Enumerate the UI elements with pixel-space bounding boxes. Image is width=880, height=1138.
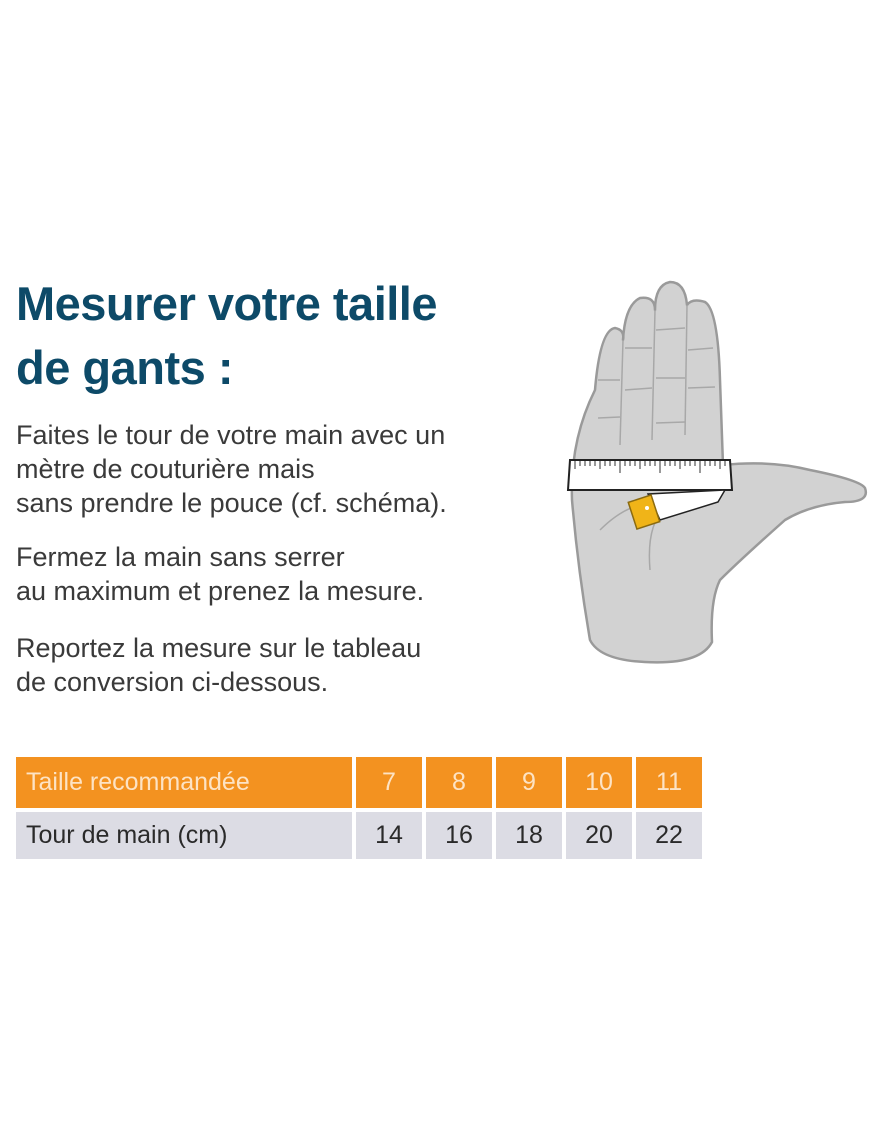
table-header-row: Taille recommandée 7 8 9 10 11	[16, 757, 702, 808]
text-line: sans prendre le pouce (cf. schéma).	[16, 488, 447, 518]
instruction-paragraph-3: Reportez la mesure sur le tableau de con…	[16, 631, 421, 699]
measure-cell: 16	[426, 812, 492, 859]
text-line: mètre de couturière mais	[16, 454, 315, 484]
measure-cell: 18	[496, 812, 562, 859]
title-line-2: de gants :	[16, 341, 233, 394]
instruction-paragraph-1: Faites le tour de votre main avec un mèt…	[16, 418, 447, 520]
measuring-tape-icon	[566, 459, 734, 530]
size-cell: 7	[356, 757, 422, 808]
header-label: Taille recommandée	[16, 757, 352, 808]
text-line: Faites le tour de votre main avec un	[16, 420, 446, 450]
measure-cell: 20	[566, 812, 632, 859]
text-line: au maximum et prenez la mesure.	[16, 576, 425, 606]
hand-measuring-illustration	[566, 280, 868, 664]
size-cell: 11	[636, 757, 702, 808]
finger-lines-icon	[597, 304, 716, 571]
page-title: Mesurer votre taille de gants :	[16, 272, 438, 400]
size-conversion-table: Taille recommandée 7 8 9 10 11 Tour de m…	[12, 753, 706, 863]
text-line: Fermez la main sans serrer	[16, 542, 345, 572]
size-cell: 10	[566, 757, 632, 808]
instruction-paragraph-2: Fermez la main sans serrer au maximum et…	[16, 540, 424, 608]
row-label: Tour de main (cm)	[16, 812, 352, 859]
measure-cell: 14	[356, 812, 422, 859]
table-row: Tour de main (cm) 14 16 18 20 22	[16, 812, 702, 859]
size-cell: 9	[496, 757, 562, 808]
measure-cell: 22	[636, 812, 702, 859]
text-line: Reportez la mesure sur le tableau	[16, 633, 422, 663]
title-line-1: Mesurer votre taille	[16, 277, 438, 330]
size-cell: 8	[426, 757, 492, 808]
text-line: de conversion ci-dessous.	[16, 667, 329, 697]
